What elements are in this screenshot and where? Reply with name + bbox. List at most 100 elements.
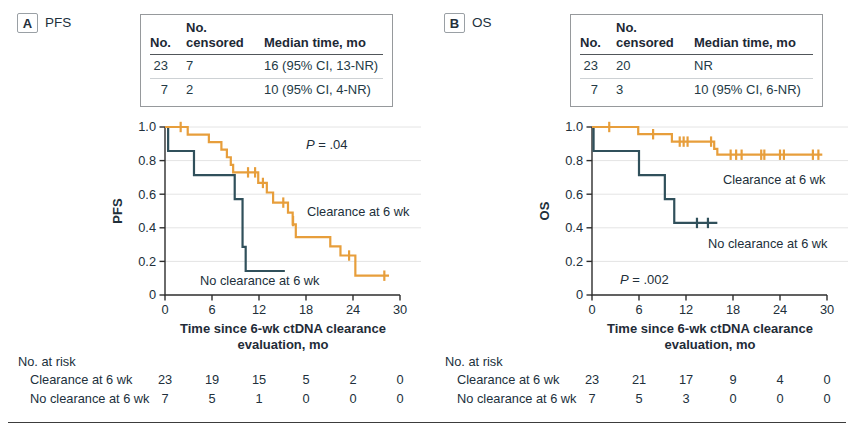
risk-count: 0 <box>804 391 850 406</box>
svg-text:0: 0 <box>161 302 168 317</box>
risk-count: 9 <box>710 372 756 387</box>
table-row: 7 3 10 (95% CI, 6-NR) <box>580 79 813 102</box>
svg-text:12: 12 <box>252 302 266 317</box>
cell-no: 23 <box>580 58 608 74</box>
cell-no: 7 <box>150 82 178 98</box>
figure-bottom-rule <box>8 422 846 423</box>
clearance-curve <box>165 127 389 276</box>
svg-text:0.6: 0.6 <box>138 187 156 202</box>
table-row: 7 2 10 (95% CI, 4-NR) <box>150 79 383 102</box>
cell-censored: 2 <box>178 82 264 98</box>
risk-table-title: No. at risk <box>445 354 503 369</box>
risk-table-title: No. at risk <box>18 354 76 369</box>
risk-row-clearance: Clearance at 6 wk 231915520 <box>0 372 427 388</box>
cell-median: NR <box>694 58 813 74</box>
os-km-chart: 0 0.2 0.4 0.6 0.8 1.0 0 6 12 18 24 30 OS Clearance at… <box>427 115 854 320</box>
panel-a-letter-badge: A <box>17 13 38 33</box>
svg-text:24: 24 <box>773 302 787 317</box>
risk-row-no-clearance: No clearance at 6 wk 753000 <box>427 391 854 407</box>
svg-text:30: 30 <box>820 302 834 317</box>
risk-count: 0 <box>710 391 756 406</box>
svg-text:6: 6 <box>208 302 215 317</box>
risk-count: 1 <box>236 391 282 406</box>
svg-text:6: 6 <box>635 302 642 317</box>
svg-text:18: 18 <box>726 302 740 317</box>
y-axis-title: PFS <box>110 198 125 224</box>
svg-text:0.8: 0.8 <box>138 153 156 168</box>
cell-no: 23 <box>150 58 178 74</box>
summary-table-header: No. No. censored Median time, mo <box>580 20 813 55</box>
os-summary-table: No. No. censored Median time, mo 23 20 N… <box>570 14 823 107</box>
risk-count: 3 <box>663 391 709 406</box>
cell-no: 7 <box>580 82 608 98</box>
clearance-curve-label: Clearance at 6 wk <box>307 204 410 219</box>
risk-count: 2 <box>330 372 376 387</box>
panel-b-letter-badge: B <box>444 13 465 33</box>
panel-a-title: PFS <box>45 15 71 30</box>
risk-count: 23 <box>569 372 615 387</box>
svg-text:0: 0 <box>576 287 583 302</box>
pfs-km-chart: 0 0.2 0.4 0.6 0.8 1.0 0 6 12 18 24 30 PFS Clearance a… <box>0 115 427 320</box>
cell-censored: 3 <box>608 82 694 98</box>
svg-text:24: 24 <box>346 302 360 317</box>
svg-text:1.0: 1.0 <box>565 119 583 134</box>
pfs-chart-svg: 0 0.2 0.4 0.6 0.8 1.0 0 6 12 18 24 30 PFS Clearance a… <box>0 115 427 320</box>
pfs-summary-table: No. No. censored Median time, mo 23 7 16… <box>140 14 393 107</box>
risk-count: 7 <box>569 391 615 406</box>
cell-censored: 7 <box>178 58 264 74</box>
svg-text:0: 0 <box>149 287 156 302</box>
header-no-censored: No. censored <box>608 20 694 50</box>
header-median-time: Median time, mo <box>264 35 383 50</box>
header-median-time: Median time, mo <box>694 35 813 50</box>
risk-count: 5 <box>616 391 662 406</box>
table-row: 23 7 16 (95% CI, 13-NR) <box>150 55 383 79</box>
svg-text:0.4: 0.4 <box>565 220 583 235</box>
svg-text:30: 30 <box>393 302 407 317</box>
risk-count: 19 <box>189 372 235 387</box>
header-no: No. <box>150 35 178 50</box>
os-x-axis-title: Time since 6-wk ctDNA clearance evaluati… <box>592 321 828 353</box>
svg-text:0.2: 0.2 <box>138 254 156 269</box>
risk-row-clearance: Clearance at 6 wk 232117940 <box>427 372 854 388</box>
svg-text:1.0: 1.0 <box>138 119 156 134</box>
svg-text:18: 18 <box>299 302 313 317</box>
svg-text:12: 12 <box>679 302 693 317</box>
svg-text:0: 0 <box>588 302 595 317</box>
panel-pfs: A PFS No. No. censored Median time, mo 2… <box>0 0 427 435</box>
no-clearance-curve-label: No clearance at 6 wk <box>708 236 828 251</box>
header-no: No. <box>580 35 608 50</box>
risk-count: 0 <box>804 372 850 387</box>
cell-censored: 20 <box>608 58 694 74</box>
clearance-curve-label: Clearance at 6 wk <box>723 172 826 187</box>
risk-count: 0 <box>330 391 376 406</box>
risk-count: 7 <box>142 391 188 406</box>
risk-count: 0 <box>283 391 329 406</box>
svg-text:0.4: 0.4 <box>138 220 156 235</box>
header-no-censored: No. censored <box>178 20 264 50</box>
risk-row-no-clearance: No clearance at 6 wk 751000 <box>0 391 427 407</box>
svg-text:0.6: 0.6 <box>565 187 583 202</box>
risk-count: 5 <box>189 391 235 406</box>
risk-count: 21 <box>616 372 662 387</box>
risk-count: 0 <box>377 372 423 387</box>
risk-count: 17 <box>663 372 709 387</box>
risk-count: 23 <box>142 372 188 387</box>
cell-median: 10 (95% CI, 4-NR) <box>264 82 383 98</box>
risk-count: 4 <box>757 372 803 387</box>
svg-text:0.8: 0.8 <box>565 153 583 168</box>
panel-os: B OS No. No. censored Median time, mo 23… <box>427 0 854 435</box>
svg-text:0.2: 0.2 <box>565 254 583 269</box>
axis-lines <box>592 127 827 295</box>
table-row: 23 20 NR <box>580 55 813 79</box>
os-chart-svg: 0 0.2 0.4 0.6 0.8 1.0 0 6 12 18 24 30 OS Clearance at… <box>427 115 854 320</box>
p-value-label: P = .002 <box>620 272 669 287</box>
risk-count: 5 <box>283 372 329 387</box>
cell-median: 10 (95% CI, 6-NR) <box>694 82 813 98</box>
pfs-x-axis-title: Time since 6-wk ctDNA clearance evaluati… <box>165 321 401 353</box>
summary-table-header: No. No. censored Median time, mo <box>150 20 383 55</box>
p-value-label: P = .04 <box>306 137 348 152</box>
panel-b-title: OS <box>472 15 492 30</box>
risk-count: 0 <box>377 391 423 406</box>
risk-count: 15 <box>236 372 282 387</box>
y-axis-title: OS <box>537 201 552 220</box>
